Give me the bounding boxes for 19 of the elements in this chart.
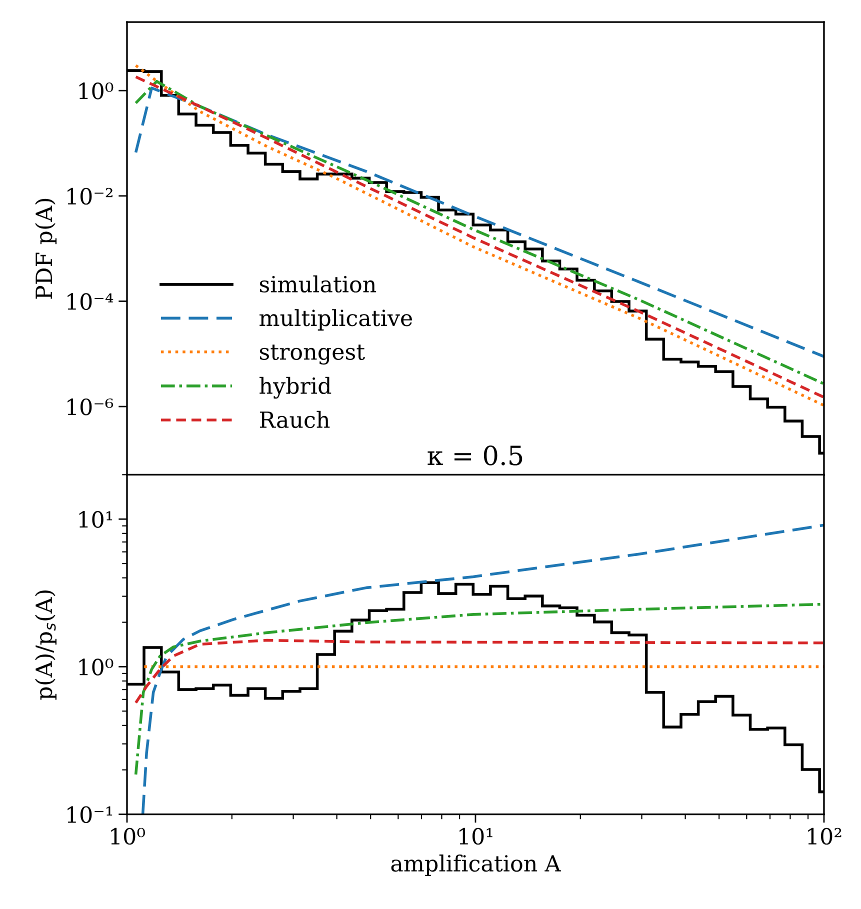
y-axis-title: PDF p(A) [35,198,57,299]
legend-label: strongest [260,344,365,365]
x-tick-label: 10² [808,828,842,845]
y-axis-title: p(A)/p$_{s}$(A) [35,590,57,700]
y-tick-label: 10¹ [79,511,112,528]
legend-label: multiplicative [260,309,412,331]
y-tick-label: 10⁻⁶ [68,398,114,416]
y-tick-label: 10⁻⁴ [68,293,114,310]
annotation: κ = 0.5 [428,445,522,466]
y-tick-label: 10⁰ [79,82,114,100]
y-tick-label: 10⁰ [79,658,114,676]
x-axis-title: amplification A [391,854,562,876]
y-tick-label: 10⁻¹ [68,806,112,824]
series-label: simulation [260,275,376,293]
legend-label: Rauch [260,410,330,428]
x-tick-label: 10¹ [460,828,492,845]
legend-label: hybrid [260,376,332,399]
x-tick-label: 10⁰ [111,828,146,845]
y-tick-label: 10⁻² [68,188,112,205]
